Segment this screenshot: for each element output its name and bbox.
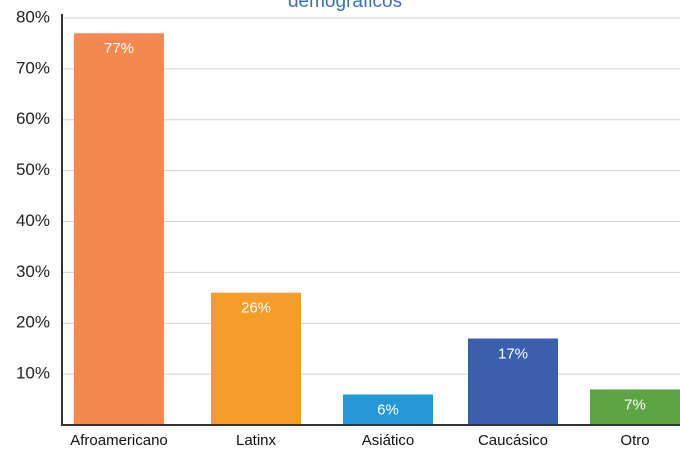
y-tick-label: 50% (16, 160, 50, 179)
y-tick-label: 80% (16, 7, 50, 26)
value-label: 26% (241, 300, 271, 317)
bar (211, 292, 301, 425)
y-tick-label: 60% (16, 109, 50, 128)
x-tick-label: Asiático (362, 432, 415, 449)
x-tick-label: Caucásico (478, 432, 548, 449)
bar (74, 33, 164, 425)
value-label: 17% (498, 345, 528, 362)
value-label: 77% (104, 40, 134, 57)
chart-title: demográficos (288, 0, 402, 12)
value-label: 7% (624, 396, 646, 413)
x-tick-label: Afroamericano (70, 432, 168, 449)
y-tick-label: 10% (16, 364, 50, 383)
bar (343, 394, 433, 425)
y-tick-label: 70% (16, 58, 50, 77)
y-tick-label: 40% (16, 211, 50, 230)
bar (468, 338, 558, 425)
y-tick-label: 30% (16, 262, 50, 281)
x-tick-label: Otro (620, 432, 649, 449)
bar (590, 389, 680, 425)
value-label: 6% (377, 401, 399, 418)
x-tick-label: Latinx (236, 432, 277, 449)
y-tick-label: 20% (16, 313, 50, 332)
